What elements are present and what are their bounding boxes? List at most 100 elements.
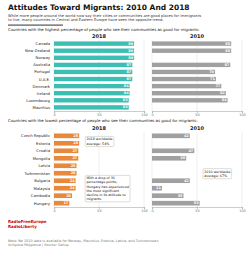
category-label: Canada	[36, 41, 50, 46]
panel: 201828282727252524242017050100	[53, 125, 147, 213]
bar	[54, 141, 79, 146]
annotation: 2018 worldwideaverage: 54%	[86, 137, 112, 145]
bar	[152, 156, 186, 161]
data-label: 24	[70, 179, 75, 183]
chart-svg: Attitudes Toward Migrants: 2010 And 2018…	[0, 0, 250, 262]
tick: 0	[53, 207, 55, 213]
tick: 50	[97, 207, 101, 213]
bar	[54, 133, 79, 138]
annotation-line: average: 54%	[86, 142, 109, 146]
x-axis: 0 50 100	[53, 207, 147, 213]
category-label: Latvia	[38, 163, 50, 168]
category-label: Hungary	[34, 201, 51, 206]
bar	[54, 70, 132, 74]
panel: 20108888877071778284050100	[151, 33, 245, 117]
data-label: 24	[70, 186, 75, 190]
bars	[152, 133, 200, 205]
data-label: 47	[188, 149, 193, 153]
data-label: 84	[124, 84, 129, 88]
tick-label: 50	[97, 113, 101, 117]
bar	[152, 148, 194, 153]
data-label: 84	[222, 98, 227, 102]
series-header: 2018	[92, 33, 106, 39]
tick-label: 100	[239, 113, 246, 117]
bar	[54, 105, 129, 109]
bar	[152, 186, 162, 191]
tick-label: 0	[53, 113, 55, 117]
tick-label: 50	[195, 209, 199, 213]
data-label: 88	[225, 42, 230, 46]
tick-label: 50	[97, 209, 101, 213]
bar	[54, 201, 69, 206]
data-label: 27	[72, 149, 77, 153]
category-label: Ireland	[37, 91, 51, 96]
data-label: 87	[126, 77, 131, 81]
data-label: 89	[128, 42, 133, 46]
panel: 201889898987878784848383050100	[53, 33, 147, 117]
bar	[54, 171, 77, 176]
tick-label: 0	[151, 209, 153, 213]
data-label: 28	[73, 141, 78, 145]
data-label: 20	[66, 194, 71, 198]
category-label: Australia	[33, 62, 50, 67]
data-label: 38	[180, 156, 185, 160]
subtitle: While more people around the world now s…	[8, 14, 201, 23]
data-label: 27	[72, 156, 77, 160]
bars	[54, 133, 79, 205]
bar	[54, 148, 78, 153]
annotation-box	[85, 136, 114, 146]
category-label: Cambodia	[31, 193, 50, 198]
note: Note: No 2010 data is available for Norw…	[8, 239, 159, 247]
tick-label: 0	[53, 209, 55, 213]
series-header: 2010	[190, 33, 204, 39]
data-label: 87	[224, 63, 229, 67]
data-label: 89	[128, 56, 133, 60]
category-label: Portugal	[34, 69, 50, 74]
tick: 100	[141, 111, 148, 117]
category-label: Luxembourg	[26, 98, 50, 103]
data-label: 11	[156, 186, 161, 190]
category-label: Mauritius	[32, 105, 50, 110]
grid-line	[144, 40, 145, 111]
annotation: With a drop of 36percentage points,Hunga…	[86, 176, 128, 201]
annotation-box	[85, 175, 130, 202]
tick: 100	[239, 111, 246, 117]
bar	[54, 49, 134, 53]
data-label: 87	[126, 63, 131, 67]
bar	[152, 91, 226, 95]
tick-label: 100	[141, 209, 148, 213]
series-header: 2010	[190, 125, 204, 131]
tick: 100	[141, 207, 148, 213]
bar	[152, 84, 221, 88]
data-label: 84	[124, 91, 129, 95]
bar	[152, 41, 231, 45]
title: Attitudes Toward Migrants: 2010 And 2018	[8, 3, 190, 12]
chart-title: Countries with the highest percentage of…	[8, 27, 199, 32]
tick-label: 100	[239, 209, 246, 213]
chart: Countries with the highest percentage of…	[8, 27, 246, 117]
data-label: 87	[126, 70, 131, 74]
category-label: Croatia	[36, 148, 50, 153]
chart-title: Countries with the lowest percentage of …	[8, 118, 197, 123]
bar	[152, 133, 190, 138]
data-label: 83	[123, 105, 128, 109]
bar	[54, 156, 78, 161]
bar	[152, 201, 200, 206]
data-label: 82	[220, 91, 225, 95]
data-label: 83	[123, 98, 128, 102]
bar	[152, 178, 190, 183]
data-label: 35	[178, 194, 183, 198]
data-label: 17	[63, 201, 68, 205]
bars	[54, 41, 134, 109]
bar	[152, 63, 230, 67]
category-label: New Zealand	[25, 48, 51, 53]
annotations: 2018 worldwideaverage: 54% With a drop of…	[85, 136, 231, 201]
annotation-line: average: 67%	[204, 174, 227, 178]
category-label: Mongolia	[33, 156, 50, 161]
series-header: 2018	[92, 125, 106, 131]
bar	[152, 77, 216, 81]
subtitle-line: to live, many countries in Central and E…	[8, 18, 164, 22]
tick: 0	[151, 207, 153, 213]
bar	[54, 91, 130, 95]
grid-line	[242, 132, 243, 207]
